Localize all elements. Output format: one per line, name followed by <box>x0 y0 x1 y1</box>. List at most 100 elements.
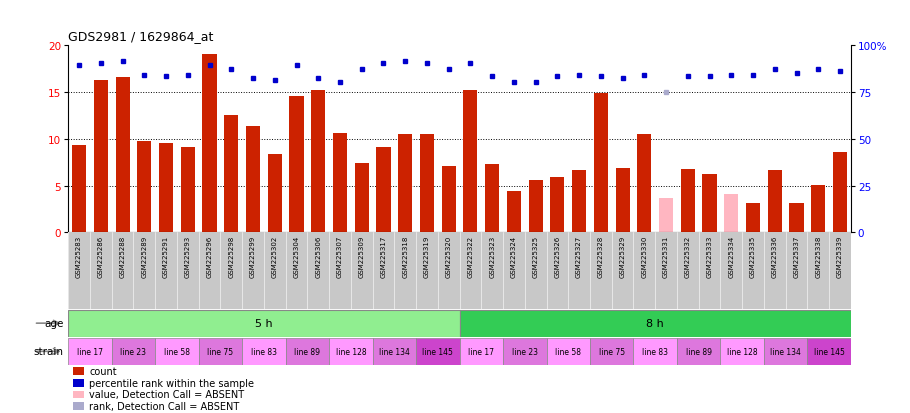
Bar <box>746 204 760 233</box>
Bar <box>637 135 652 233</box>
Bar <box>807 338 851 365</box>
Text: GSM225328: GSM225328 <box>598 235 604 278</box>
Text: GSM225317: GSM225317 <box>380 235 387 278</box>
Text: line 134: line 134 <box>770 347 801 356</box>
Text: line 134: line 134 <box>379 347 410 356</box>
Bar <box>159 144 173 233</box>
Bar <box>724 195 738 233</box>
Text: GSM225338: GSM225338 <box>815 235 821 278</box>
Bar <box>68 338 112 365</box>
Text: GSM225318: GSM225318 <box>402 235 409 278</box>
Bar <box>659 198 673 233</box>
Bar <box>551 178 564 233</box>
Bar <box>768 170 782 233</box>
Bar <box>703 175 716 233</box>
Text: GSM225320: GSM225320 <box>446 235 451 278</box>
Text: GSM225293: GSM225293 <box>185 235 191 278</box>
Bar <box>224 116 238 233</box>
Text: line 23: line 23 <box>511 347 538 356</box>
Text: GSM225309: GSM225309 <box>359 235 365 278</box>
Bar <box>198 338 242 365</box>
Text: GSM225326: GSM225326 <box>554 235 561 278</box>
Bar <box>399 135 412 233</box>
Text: GSM225329: GSM225329 <box>620 235 625 278</box>
Text: line 128: line 128 <box>727 347 757 356</box>
Text: GSM225322: GSM225322 <box>468 235 473 277</box>
Text: GSM225306: GSM225306 <box>315 235 321 278</box>
Text: 8 h: 8 h <box>646 318 664 328</box>
Bar <box>377 147 390 233</box>
Bar <box>94 81 108 233</box>
Text: line 23: line 23 <box>120 347 147 356</box>
Text: GSM225286: GSM225286 <box>98 235 104 278</box>
Text: line 89: line 89 <box>294 347 320 356</box>
Text: GSM225289: GSM225289 <box>141 235 147 278</box>
Text: GSM225323: GSM225323 <box>490 235 495 278</box>
Text: GSM225332: GSM225332 <box>685 235 691 278</box>
Text: GSM225288: GSM225288 <box>119 235 126 278</box>
Text: GSM225330: GSM225330 <box>642 235 647 278</box>
Bar <box>242 338 286 365</box>
Text: strain: strain <box>34 347 64 356</box>
Text: GSM225298: GSM225298 <box>228 235 234 278</box>
Text: GSM225319: GSM225319 <box>424 235 430 278</box>
Bar <box>268 155 282 233</box>
Bar <box>590 338 633 365</box>
Text: GSM225334: GSM225334 <box>728 235 734 278</box>
Bar <box>333 133 347 233</box>
Text: GSM225339: GSM225339 <box>837 235 843 278</box>
Bar <box>372 338 416 365</box>
Text: value, Detection Call = ABSENT: value, Detection Call = ABSENT <box>89 389 244 399</box>
Text: GSM225337: GSM225337 <box>794 235 800 278</box>
Bar <box>547 338 590 365</box>
Bar <box>246 127 260 233</box>
Text: GSM225299: GSM225299 <box>250 235 256 278</box>
Bar <box>485 164 500 233</box>
Text: GSM225335: GSM225335 <box>750 235 756 278</box>
Text: line 83: line 83 <box>251 347 277 356</box>
Text: line 145: line 145 <box>814 347 844 356</box>
Bar <box>329 338 372 365</box>
Text: GSM225324: GSM225324 <box>511 235 517 277</box>
Bar <box>460 310 851 337</box>
Bar <box>68 310 460 337</box>
Text: GSM225302: GSM225302 <box>272 235 278 278</box>
Bar <box>681 169 695 233</box>
Text: 5 h: 5 h <box>255 318 273 328</box>
Text: line 17: line 17 <box>469 347 494 356</box>
Text: GSM225331: GSM225331 <box>663 235 669 278</box>
Bar <box>137 142 151 233</box>
Bar <box>615 168 630 233</box>
Bar <box>463 90 478 233</box>
Text: line 58: line 58 <box>555 347 581 356</box>
Bar <box>721 338 763 365</box>
Text: GSM225291: GSM225291 <box>163 235 169 278</box>
Text: line 17: line 17 <box>77 347 103 356</box>
Bar <box>507 192 521 233</box>
Text: GSM225333: GSM225333 <box>706 235 713 278</box>
Text: line 89: line 89 <box>685 347 712 356</box>
Bar <box>763 338 807 365</box>
Bar <box>441 166 456 233</box>
Text: GDS2981 / 1629864_at: GDS2981 / 1629864_at <box>68 31 214 43</box>
Bar <box>203 55 217 233</box>
Bar <box>311 90 325 233</box>
Bar <box>286 338 329 365</box>
Text: line 145: line 145 <box>422 347 453 356</box>
Text: line 83: line 83 <box>642 347 668 356</box>
Bar <box>790 204 804 233</box>
Text: line 75: line 75 <box>207 347 234 356</box>
Bar <box>420 135 434 233</box>
Text: rank, Detection Call = ABSENT: rank, Detection Call = ABSENT <box>89 401 239 411</box>
Bar <box>572 170 586 233</box>
Text: line 75: line 75 <box>599 347 625 356</box>
Bar <box>116 78 129 233</box>
Bar <box>594 94 608 233</box>
Bar <box>833 152 847 233</box>
Text: GSM225296: GSM225296 <box>207 235 213 278</box>
Bar <box>416 338 460 365</box>
Bar <box>181 147 195 233</box>
Text: GSM225307: GSM225307 <box>337 235 343 278</box>
Bar <box>112 338 156 365</box>
Text: age: age <box>45 318 64 328</box>
